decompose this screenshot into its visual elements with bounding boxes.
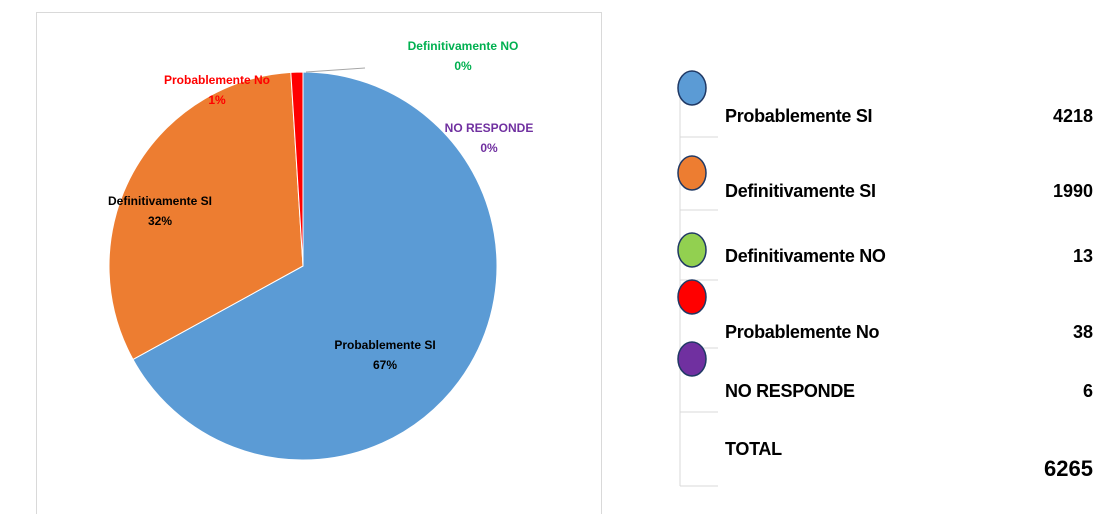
legend-icon <box>677 70 707 106</box>
row-label: Definitivamente SI <box>725 181 876 201</box>
row-label: TOTAL <box>725 439 782 459</box>
row-value: 1990 <box>1053 181 1093 201</box>
pie-slice <box>132 71 498 461</box>
slice-value: 0% <box>454 59 472 73</box>
row-value: 6 <box>1083 381 1093 401</box>
legend-icon <box>677 341 707 377</box>
pie-slice <box>108 71 304 361</box>
row-value: 4218 <box>1053 106 1093 126</box>
slice-value: 0% <box>480 141 498 155</box>
legend-icon <box>677 232 707 268</box>
slice-label: Definitivamente SI <box>108 194 212 208</box>
row-label: Probablemente SI <box>725 106 872 126</box>
row-value: 6265 <box>1044 456 1093 481</box>
row-value: 38 <box>1073 322 1093 342</box>
row-label: Probablemente No <box>725 322 880 342</box>
row-label: Definitivamente NO <box>725 246 886 266</box>
legend-icon <box>677 155 707 191</box>
slice-value: 1% <box>208 93 226 107</box>
slice-label: Probablemente No <box>164 73 270 87</box>
row-value: 13 <box>1073 246 1093 266</box>
legend-icon <box>677 279 707 315</box>
row-label: NO RESPONDE <box>725 381 855 401</box>
slice-value: 32% <box>148 214 172 228</box>
slice-label: Definitivamente NO <box>408 39 519 53</box>
slice-label: NO RESPONDE <box>445 121 534 135</box>
leader-line <box>305 67 366 73</box>
slice-value: 67% <box>373 358 397 372</box>
slice-label: Probablemente SI <box>334 338 435 352</box>
